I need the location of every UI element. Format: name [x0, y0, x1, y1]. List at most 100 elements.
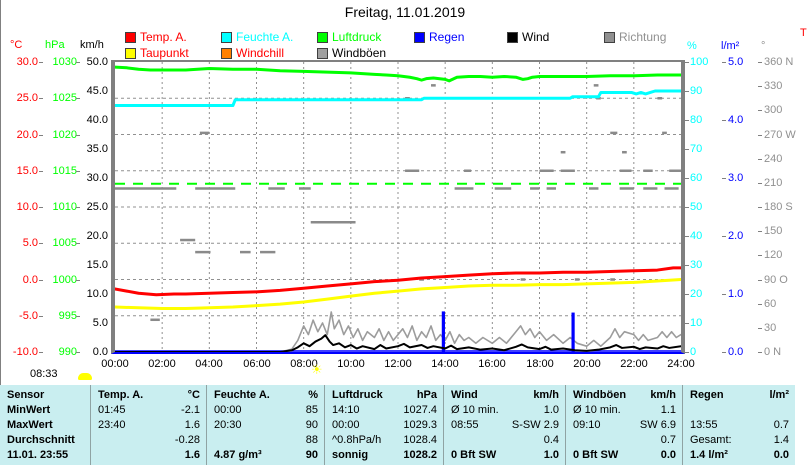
- cell-time: Ø 10 min.: [451, 404, 499, 416]
- axis-tick-label: 30.0: [86, 172, 108, 184]
- axis-tick-label: 15.0: [86, 259, 108, 271]
- table-row-label: MinWert: [0, 403, 90, 418]
- axis-tick: [685, 62, 689, 63]
- table-row-label: Durchschnitt: [0, 433, 90, 448]
- axis-tick-label: 35.0: [86, 143, 108, 155]
- unit-label: °C: [10, 39, 23, 51]
- axis-tick-label: 1030: [52, 56, 77, 68]
- axis-tick: [39, 207, 43, 208]
- axis-tick-label: 25.0: [86, 201, 108, 213]
- axis-tick-label: 990: [58, 346, 77, 358]
- cell-value: -0.28: [174, 434, 200, 446]
- axis-tick: [758, 207, 762, 208]
- axis-tick: [685, 207, 689, 208]
- cell-time: 09:10: [573, 419, 601, 431]
- time-tick-label: 16:00: [478, 358, 506, 370]
- cell-time: 23:40: [98, 419, 126, 431]
- axis-tick: [76, 135, 80, 136]
- axis-tick-label: 3.0: [728, 172, 744, 184]
- axis-tick: [685, 294, 689, 295]
- axis-tick-label: 1025: [52, 92, 77, 104]
- sunrise-icon: [78, 373, 92, 380]
- table-cell-row: 08:55 S-SW 2.9: [444, 418, 565, 433]
- sunrise-time: 08:33: [30, 368, 58, 380]
- legend-label: Richtung: [619, 30, 667, 44]
- table-cell-row: 20:30 90: [207, 418, 324, 433]
- axis-tick: [39, 62, 43, 63]
- cell-value: 85: [305, 404, 318, 416]
- cell-time: 1.4 l/m²: [690, 449, 728, 461]
- row-label-text: Sensor: [7, 389, 45, 401]
- table-sensor-column: Sensor MinWert MaxWert Durchschnitt 11.01. 2…: [0, 385, 90, 465]
- chart-legend: Temp. A. Feuchte A. Luftdruck Regen Wind Rich…: [0, 0, 810, 60]
- time-tick-label: 12:00: [384, 358, 412, 370]
- time-tick-label: 06:00: [243, 358, 271, 370]
- legend-swatch-richtung: [604, 32, 615, 43]
- table-cell-row: 0 Bft SW 0.0: [566, 448, 682, 463]
- table-column-header: Wind km/h: [444, 388, 565, 403]
- axis-tick: [685, 178, 689, 179]
- weather-chart-plot[interactable]: [111, 60, 685, 354]
- cell-time: Gesamt:: [690, 434, 732, 446]
- table-column-regen: Regen l/m² 13:55 0.7 Gesamt: 1.4 1.4 l/m² 0.0: [682, 385, 795, 465]
- axis-tick-label: 30.0: [16, 56, 38, 68]
- column-name: Windböen: [573, 389, 627, 401]
- axis-tick: [76, 352, 80, 353]
- axis-tick: [722, 178, 726, 179]
- axis-tick: [39, 135, 43, 136]
- axis-tick-label: 20.0: [16, 129, 38, 141]
- axis-tick-label: 1010: [52, 201, 77, 213]
- axis-line: [0, 290, 1, 465]
- axis-tick-label: 60: [764, 298, 777, 310]
- legend-swatch-luftdruck: [317, 32, 328, 43]
- axis-tick: [722, 236, 726, 237]
- axis-tick-label: -5.0: [19, 310, 38, 322]
- column-unit: hPa: [416, 389, 437, 401]
- axis-tick-label: 80: [690, 114, 703, 126]
- axis-tick: [758, 231, 762, 232]
- axis-tick: [76, 316, 80, 317]
- axis-tick-label: 4.0: [728, 114, 744, 126]
- axis-tick: [758, 62, 762, 63]
- unit-label: hPa: [45, 39, 65, 51]
- time-tick-label: 10:00: [337, 358, 365, 370]
- cell-time: 14:10: [332, 404, 360, 416]
- axis-tick-label: 20.0: [86, 230, 108, 242]
- unit-label: km/h: [80, 39, 104, 51]
- axis-tick-label: 1015: [52, 165, 77, 177]
- cell-time: 13:55: [690, 419, 718, 431]
- table-cell-row: 1.4 l/m² 0.0: [683, 448, 795, 463]
- axis-tick-label: 90: [690, 85, 703, 97]
- statistics-table: Sensor MinWert MaxWert Durchschnitt 11.01. 2…: [0, 385, 795, 465]
- table-column-header: Temp. A. °C: [91, 388, 206, 403]
- axis-tick-label: 210: [764, 177, 783, 189]
- axis-tick-label: 300: [764, 104, 783, 116]
- cell-time: sonnig: [332, 449, 369, 461]
- axis-tick-label: 0.0: [92, 346, 108, 358]
- table-cell-row: sonnig 1028.2: [325, 448, 443, 463]
- axis-tick-label: 1005: [52, 237, 77, 249]
- legend-label: Windchill: [236, 46, 285, 60]
- legend-swatch-windben: [317, 48, 328, 59]
- legend-label: Windböen: [332, 46, 387, 60]
- cell-time: 00:00: [332, 419, 360, 431]
- axis-tick-label: 45.0: [86, 85, 108, 97]
- column-unit: °C: [187, 389, 200, 401]
- table-column-tempa: Temp. A. °C 01:45 -2.1 23:40 1.6 -0.28 1.6: [90, 385, 206, 465]
- unit-label: l/m²: [721, 40, 740, 52]
- cell-time: 08:55: [451, 419, 479, 431]
- cell-value: 1.0: [543, 404, 559, 416]
- axis-tick-label: 5.0: [728, 56, 744, 68]
- time-tick-label: 20:00: [573, 358, 601, 370]
- axis-tick: [722, 294, 726, 295]
- axis-tick-label: -10.0: [12, 346, 38, 358]
- cell-value: 90: [305, 449, 318, 461]
- axis-tick-label: 0: [690, 346, 697, 358]
- axis-tick: [39, 98, 43, 99]
- cell-time: Ø 10 min.: [573, 404, 621, 416]
- table-cell-row: [683, 403, 795, 418]
- row-label-text: 11.01. 23:55: [7, 449, 69, 461]
- table-column-header: Windböen km/h: [566, 388, 682, 403]
- axis-tick: [685, 120, 689, 121]
